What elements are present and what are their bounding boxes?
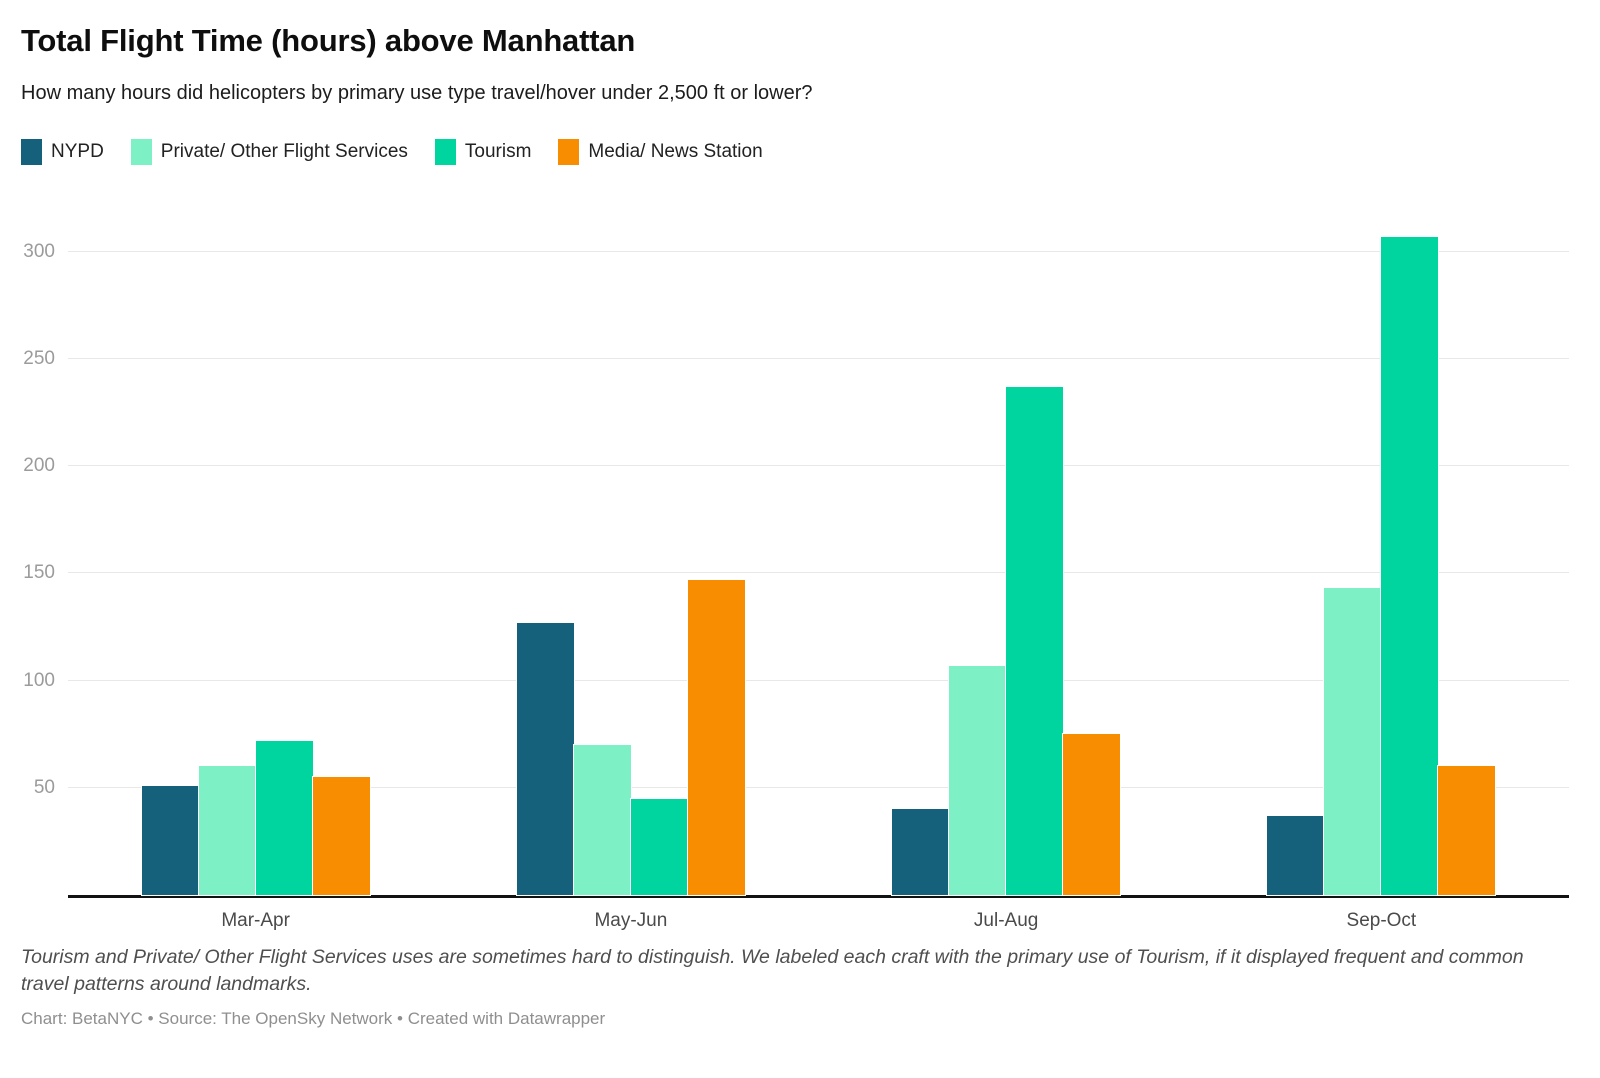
x-axis-label: May-Jun [594,910,668,931]
legend: NYPD Private/ Other Flight Services Touris… [21,139,1579,165]
legend-label: Tourism [464,141,532,162]
legend-item: Media/ News Station [558,139,763,165]
y-tick-label: 300 [23,240,55,262]
y-tick-label: 100 [23,669,55,691]
bar-group-mar-apr [68,209,443,897]
bar[interactable] [686,578,746,897]
credit-line: Chart: BetaNYC • Source: The OpenSky Net… [21,1009,606,1028]
bar[interactable] [311,776,371,896]
legend-swatch-icon [558,139,580,165]
legend-label: NYPD [51,141,104,162]
bar[interactable] [891,808,951,896]
y-tick-label: 150 [23,562,55,584]
x-axis-label: Jul-Aug [973,910,1039,931]
bar[interactable] [254,739,314,897]
bar[interactable] [948,664,1008,897]
legend-label: Media/ News Station [588,141,763,162]
legend-swatch-icon [130,139,152,165]
gridline [68,250,1569,252]
bar[interactable] [1005,385,1065,897]
gridline [68,679,1569,681]
bar[interactable] [1437,765,1497,896]
y-tick-label: 50 [33,776,55,798]
bar[interactable] [197,765,257,896]
bar[interactable] [140,784,200,897]
chart-title: Total Flight Time (hours) above Manhatta… [21,23,636,58]
legend-item: NYPD [21,139,104,165]
bar-groups [68,209,1569,897]
bar-group-jul-aug [819,209,1194,897]
legend-item: Tourism [434,139,532,165]
bar-group-may-jun [443,209,818,897]
legend-swatch-icon [434,139,456,165]
gridline [68,786,1569,788]
gridline [68,572,1569,574]
legend-item: Private/ Other Flight Services [130,139,408,165]
chart-subtitle: How many hours did helicopters by primar… [21,82,813,104]
plot-area: 50 100 150 200 250 300 [23,209,1569,898]
page: Total Flight Time (hours) above Manhatta… [21,23,1579,1029]
bar[interactable] [1323,587,1383,896]
bar[interactable] [1380,235,1440,897]
bar[interactable] [572,743,632,897]
bar[interactable] [1266,814,1326,897]
gridline [68,358,1569,360]
bar[interactable] [515,621,575,897]
x-axis-labels: Mar-Apr May-Jun Jul-Aug Sep-Oct [68,910,1569,932]
x-axis-label: Sep-Oct [1346,910,1417,931]
legend-label: Private/ Other Flight Services [160,141,408,162]
bar[interactable] [629,797,689,897]
bar-group-sep-oct [1194,209,1569,897]
bar-chart: 50 100 150 200 250 300 Mar-Apr May-Jun Jul-Aug S… [21,165,1579,938]
legend-swatch-icon [21,139,42,165]
y-tick-label: 200 [23,455,55,477]
x-axis-label: Mar-Apr [221,910,290,931]
footnote: Tourism and Private/ Other Flight Servic… [21,946,1524,995]
footer: Tourism and Private/ Other Flight Servic… [21,944,1579,1029]
bar[interactable] [1062,733,1122,896]
y-tick-label: 250 [23,348,55,370]
gridline [68,465,1569,467]
